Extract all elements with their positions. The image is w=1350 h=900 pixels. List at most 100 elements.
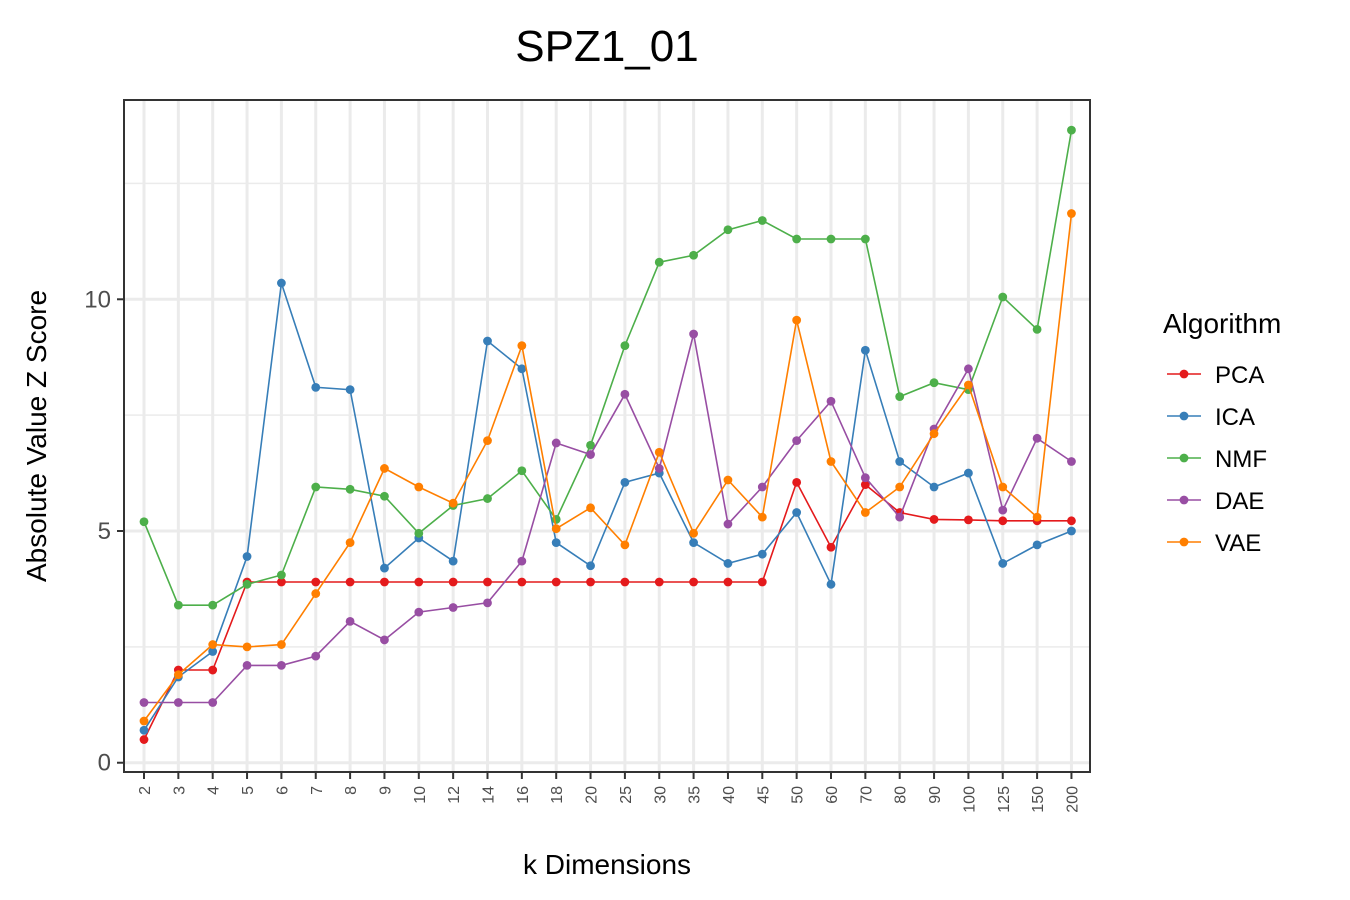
x-tick-label: 4 <box>206 786 223 795</box>
data-point-dae <box>414 607 424 617</box>
series-line-dae <box>144 333 1072 704</box>
legend-key-point-ica <box>1179 411 1189 421</box>
legend-key-point-vae <box>1179 537 1189 547</box>
series-line-nmf <box>143 129 1073 607</box>
data-point-ica <box>483 336 492 346</box>
data-point-ica <box>964 468 973 478</box>
data-point-nmf <box>277 570 286 580</box>
x-tick-label: 45 <box>755 786 772 804</box>
data-point-vae <box>242 642 252 652</box>
data-point-vae <box>792 315 802 325</box>
data-point-dae <box>1067 457 1076 466</box>
data-point-ica <box>998 559 1008 568</box>
data-point-nmf <box>517 466 527 476</box>
data-point-vae <box>483 436 492 446</box>
data-point-vae <box>620 540 630 550</box>
data-point-pca <box>1067 516 1076 526</box>
data-point-dae <box>826 396 836 406</box>
data-point-vae <box>654 447 664 457</box>
x-tick-label: 18 <box>549 786 566 804</box>
data-point-vae <box>998 482 1008 492</box>
data-point-vae <box>964 380 973 390</box>
data-point-nmf <box>1067 125 1076 135</box>
data-point-vae <box>517 341 527 351</box>
x-tick-label: 100 <box>961 786 978 813</box>
data-point-nmf <box>380 491 389 501</box>
data-point-ica <box>242 552 252 561</box>
data-point-vae <box>551 524 561 534</box>
data-point-pca <box>414 577 424 587</box>
data-point-nmf <box>414 528 424 538</box>
series-layer <box>139 125 1076 744</box>
data-point-vae <box>139 716 149 726</box>
x-tick-label: 90 <box>927 786 944 804</box>
x-tick-label: 200 <box>1064 786 1081 813</box>
data-point-nmf <box>242 579 252 589</box>
data-point-pca <box>551 577 561 587</box>
data-point-pca <box>345 577 355 587</box>
x-tick-label: 10 <box>412 786 429 804</box>
x-tick-label: 150 <box>1030 786 1047 813</box>
data-point-pca <box>277 577 286 587</box>
data-point-dae <box>380 635 389 645</box>
data-point-nmf <box>757 216 767 225</box>
data-point-dae <box>173 698 183 707</box>
data-point-vae <box>860 508 870 517</box>
data-point-vae <box>448 498 458 508</box>
x-axis-title: k Dimensions <box>523 849 691 880</box>
data-point-dae <box>620 389 630 399</box>
x-tick-label: 9 <box>377 786 394 795</box>
data-point-nmf <box>860 234 870 244</box>
data-point-nmf <box>586 440 595 450</box>
data-point-nmf <box>208 600 218 610</box>
data-point-vae <box>1032 512 1042 522</box>
data-point-pca <box>792 477 802 487</box>
data-point-pca <box>448 577 458 587</box>
data-point-ica <box>723 559 733 568</box>
data-point-ica <box>311 382 321 392</box>
data-point-nmf <box>895 392 905 402</box>
x-tick-label: 40 <box>721 786 738 804</box>
data-point-ica <box>689 538 698 547</box>
data-point-dae <box>345 616 355 626</box>
data-point-dae <box>517 556 527 566</box>
data-point-dae <box>860 473 870 483</box>
x-tick-label: 80 <box>893 786 910 804</box>
data-point-dae <box>551 438 561 448</box>
data-point-vae <box>826 457 836 466</box>
x-tick-label: 12 <box>446 786 463 804</box>
data-point-pca <box>723 577 733 587</box>
x-tick-label: 16 <box>515 786 532 804</box>
data-point-vae <box>277 640 286 649</box>
data-point-vae <box>208 640 218 649</box>
data-point-vae <box>173 670 183 680</box>
legend: Algorithm PCA ICA NMF DAE VAE <box>1163 308 1281 557</box>
data-point-dae <box>723 519 733 529</box>
x-tick-label: 125 <box>996 786 1013 813</box>
data-point-dae <box>895 512 905 522</box>
data-point-pca <box>586 577 595 587</box>
data-point-pca <box>208 665 218 675</box>
data-point-dae <box>586 450 595 459</box>
data-point-pca <box>757 577 767 587</box>
plot-panel-border <box>123 99 1091 773</box>
legend-label-vae: VAE <box>1215 530 1261 557</box>
data-point-ica <box>517 364 527 374</box>
data-point-dae <box>654 464 664 473</box>
y-tick-label: 5 <box>98 518 111 545</box>
data-point-nmf <box>654 257 664 267</box>
data-point-vae <box>586 503 595 513</box>
series-line-pca <box>143 480 1072 740</box>
data-point-pca <box>620 577 630 587</box>
data-point-vae <box>895 482 905 492</box>
data-point-nmf <box>723 225 733 235</box>
data-point-dae <box>242 661 252 670</box>
data-point-nmf <box>345 484 355 494</box>
data-point-dae <box>998 505 1008 515</box>
data-point-nmf <box>998 292 1008 302</box>
data-point-pca <box>380 577 389 587</box>
legend-label-dae: DAE <box>1215 488 1264 515</box>
data-point-vae <box>1067 209 1076 218</box>
data-point-nmf <box>826 234 836 244</box>
